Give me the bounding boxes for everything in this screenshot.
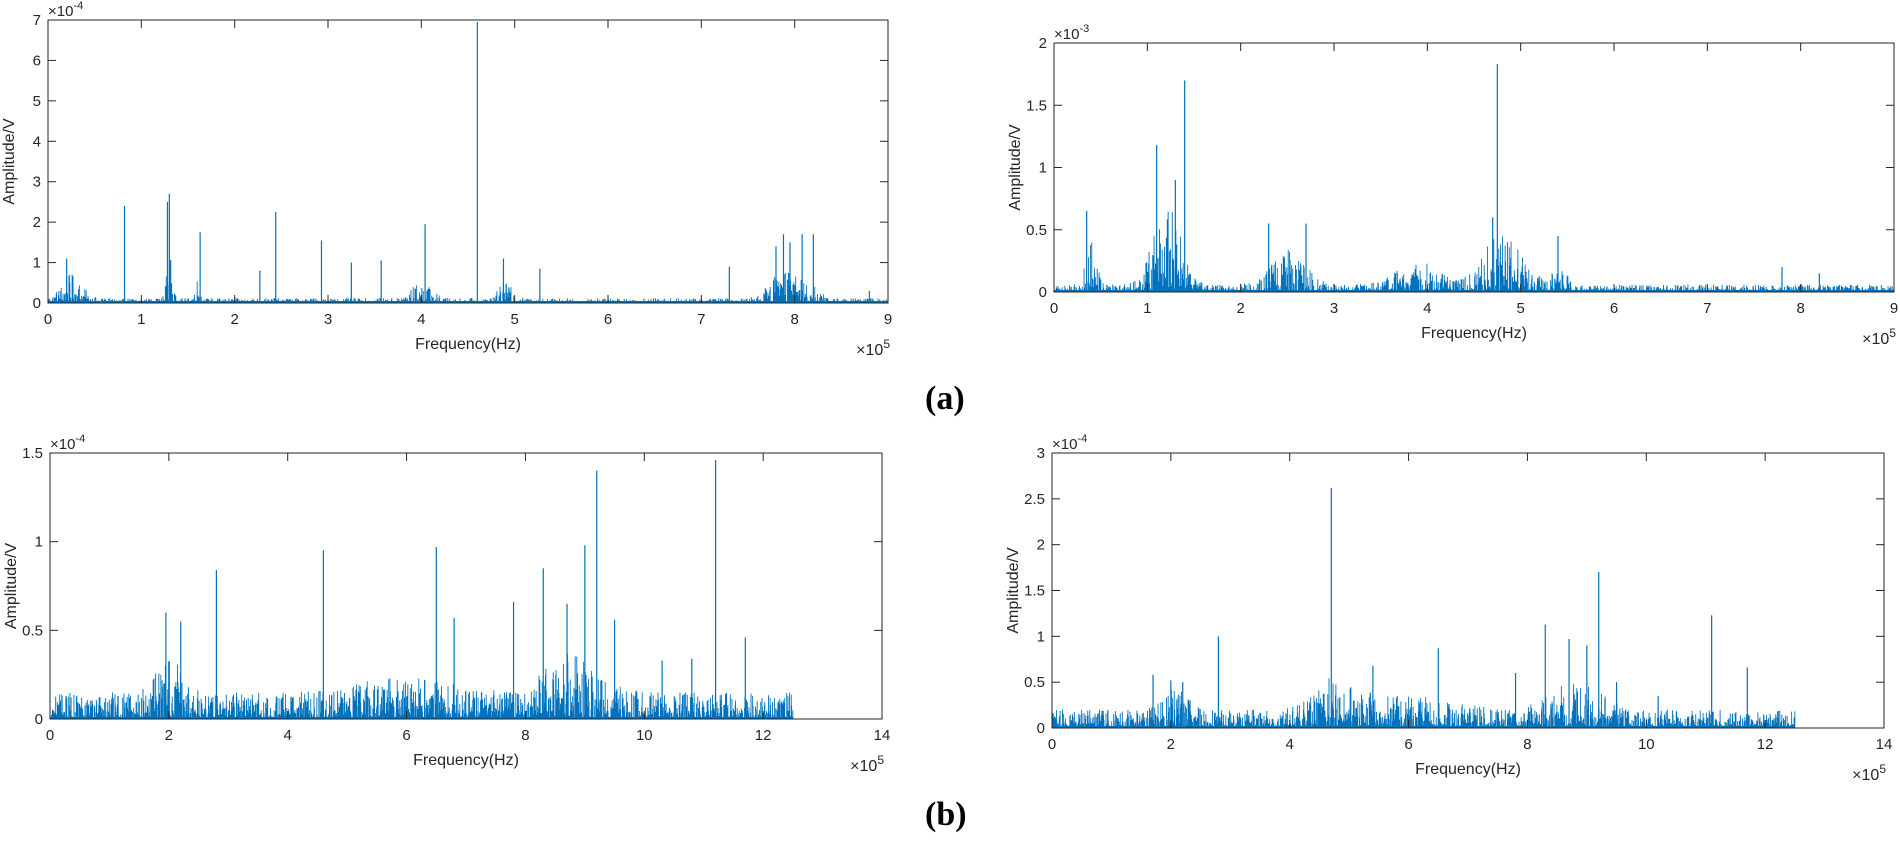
x-tick-label: 6 <box>604 311 612 328</box>
y-axis-label: Amplitude/V <box>1 118 18 205</box>
y-tick-label: 3 <box>33 174 41 191</box>
y-axis-label: Amplitude/V <box>1007 124 1024 211</box>
y-exponent-label: ×10-4 <box>48 0 83 20</box>
y-tick-label: 1 <box>33 255 41 272</box>
x-tick-label: 6 <box>1404 736 1412 753</box>
x-tick-label: 1 <box>1143 300 1151 317</box>
y-axis-label: Amplitude/V <box>3 543 20 630</box>
x-tick-label: 2 <box>230 311 238 328</box>
x-axis-label: Frequency(Hz) <box>413 752 519 769</box>
y-exponent-label: ×10-4 <box>50 433 85 453</box>
x-tick-label: 4 <box>284 727 292 744</box>
y-tick-label: 0.5 <box>1026 222 1047 239</box>
x-tick-label: 0 <box>1048 736 1056 753</box>
y-tick-label: 2.5 <box>1024 491 1045 508</box>
x-tick-label: 14 <box>874 727 891 744</box>
axes-frame-a-left <box>47 19 889 304</box>
y-tick-label: 1 <box>35 534 43 551</box>
x-tick-label: 8 <box>521 727 529 744</box>
x-exponent-label: ×105 <box>856 337 890 359</box>
chart-b-right: 0 2 4 6 8 10 12 14 0 0.5 1 1.5 2 2.5 3 Frequency(Hz) Amp… <box>1005 433 1892 784</box>
x-tick-label: 0 <box>46 727 54 744</box>
x-axis-label: Frequency(Hz) <box>1421 325 1527 342</box>
x-exponent-label: ×105 <box>850 753 884 775</box>
y-tick-label: 7 <box>33 12 41 29</box>
x-tick-label: 10 <box>1638 736 1655 753</box>
x-axis-label: Frequency(Hz) <box>1415 761 1521 778</box>
chart-b-left: 0 2 4 6 8 10 12 14 0 0.5 1 1.5 Frequency(Hz) Amplitud… <box>3 433 890 775</box>
x-tick-label: 4 <box>417 311 425 328</box>
y-tick-label: 0.5 <box>22 622 43 639</box>
x-tick-label: 3 <box>324 311 332 328</box>
y-tick-label: 0 <box>35 711 43 728</box>
spectrum-noise-b-right <box>1051 678 1796 728</box>
x-axis-label: Frequency(Hz) <box>415 336 521 353</box>
spectrum-noise-a-left <box>47 259 889 303</box>
y-tick-label: 4 <box>33 133 41 150</box>
axes-frame-b-right <box>1051 452 1885 729</box>
y-tick-label: 5 <box>33 93 41 110</box>
x-tick-label: 9 <box>1890 300 1898 317</box>
y-tick-label: 0 <box>33 295 41 312</box>
y-tick-label: 2 <box>33 214 41 231</box>
y-tick-label: 1.5 <box>1026 97 1047 114</box>
x-tick-label: 7 <box>697 311 705 328</box>
x-tick-label: 1 <box>137 311 145 328</box>
y-tick-label: 0.5 <box>1024 674 1045 691</box>
x-tick-label: 9 <box>884 311 892 328</box>
x-tick-label: 8 <box>1796 300 1804 317</box>
y-tick-label: 0 <box>1039 284 1047 301</box>
y-tick-label: 6 <box>33 52 41 69</box>
y-tick-label: 1.5 <box>22 445 43 462</box>
y-tick-label: 0 <box>1037 720 1045 737</box>
x-tick-label: 2 <box>1167 736 1175 753</box>
x-tick-label: 0 <box>44 311 52 328</box>
x-exponent-label: ×105 <box>1852 762 1886 784</box>
spectrum-noise-b-left <box>49 653 794 719</box>
x-tick-label: 2 <box>165 727 173 744</box>
x-tick-label: 7 <box>1703 300 1711 317</box>
x-tick-label: 6 <box>1610 300 1618 317</box>
axes-frame-b-left <box>49 452 883 720</box>
x-tick-label: 8 <box>790 311 798 328</box>
x-tick-label: 5 <box>1516 300 1524 317</box>
y-axis-label: Amplitude/V <box>1005 547 1022 634</box>
x-exponent-label: ×105 <box>1862 326 1896 348</box>
x-tick-label: 12 <box>755 727 772 744</box>
x-tick-label: 4 <box>1423 300 1431 317</box>
x-tick-label: 14 <box>1876 736 1893 753</box>
x-tick-label: 0 <box>1050 300 1058 317</box>
x-tick-label: 5 <box>510 311 518 328</box>
x-tick-label: 12 <box>1757 736 1774 753</box>
panel-label-a: (a) <box>925 380 965 417</box>
y-tick-label: 1 <box>1039 160 1047 177</box>
x-tick-label: 4 <box>1286 736 1294 753</box>
y-tick-label: 2 <box>1037 537 1045 554</box>
x-tick-label: 2 <box>1236 300 1244 317</box>
spectrum-noise-a-right <box>1053 211 1895 292</box>
x-tick-label: 10 <box>636 727 653 744</box>
y-exponent-label: ×10-3 <box>1054 23 1089 43</box>
chart-a-right: 0 1 2 3 4 5 6 7 8 9 0 0.5 1 1.5 2 Frequency(Hz) Amplitud… <box>1007 23 1898 348</box>
y-tick-label: 3 <box>1037 445 1045 462</box>
x-tick-label: 6 <box>402 727 410 744</box>
y-exponent-label: ×10-4 <box>1052 433 1087 453</box>
x-tick-label: 8 <box>1523 736 1531 753</box>
y-tick-label: 2 <box>1039 35 1047 52</box>
y-tick-label: 1 <box>1037 628 1045 645</box>
panel-label-b: (b) <box>925 796 967 833</box>
chart-a-left: 0 1 2 3 4 5 6 7 8 9 0 1 2 3 4 5 6 7 Frequency(Hz) Amplitude… <box>1 0 892 359</box>
y-tick-label: 1.5 <box>1024 583 1045 600</box>
x-tick-label: 3 <box>1330 300 1338 317</box>
